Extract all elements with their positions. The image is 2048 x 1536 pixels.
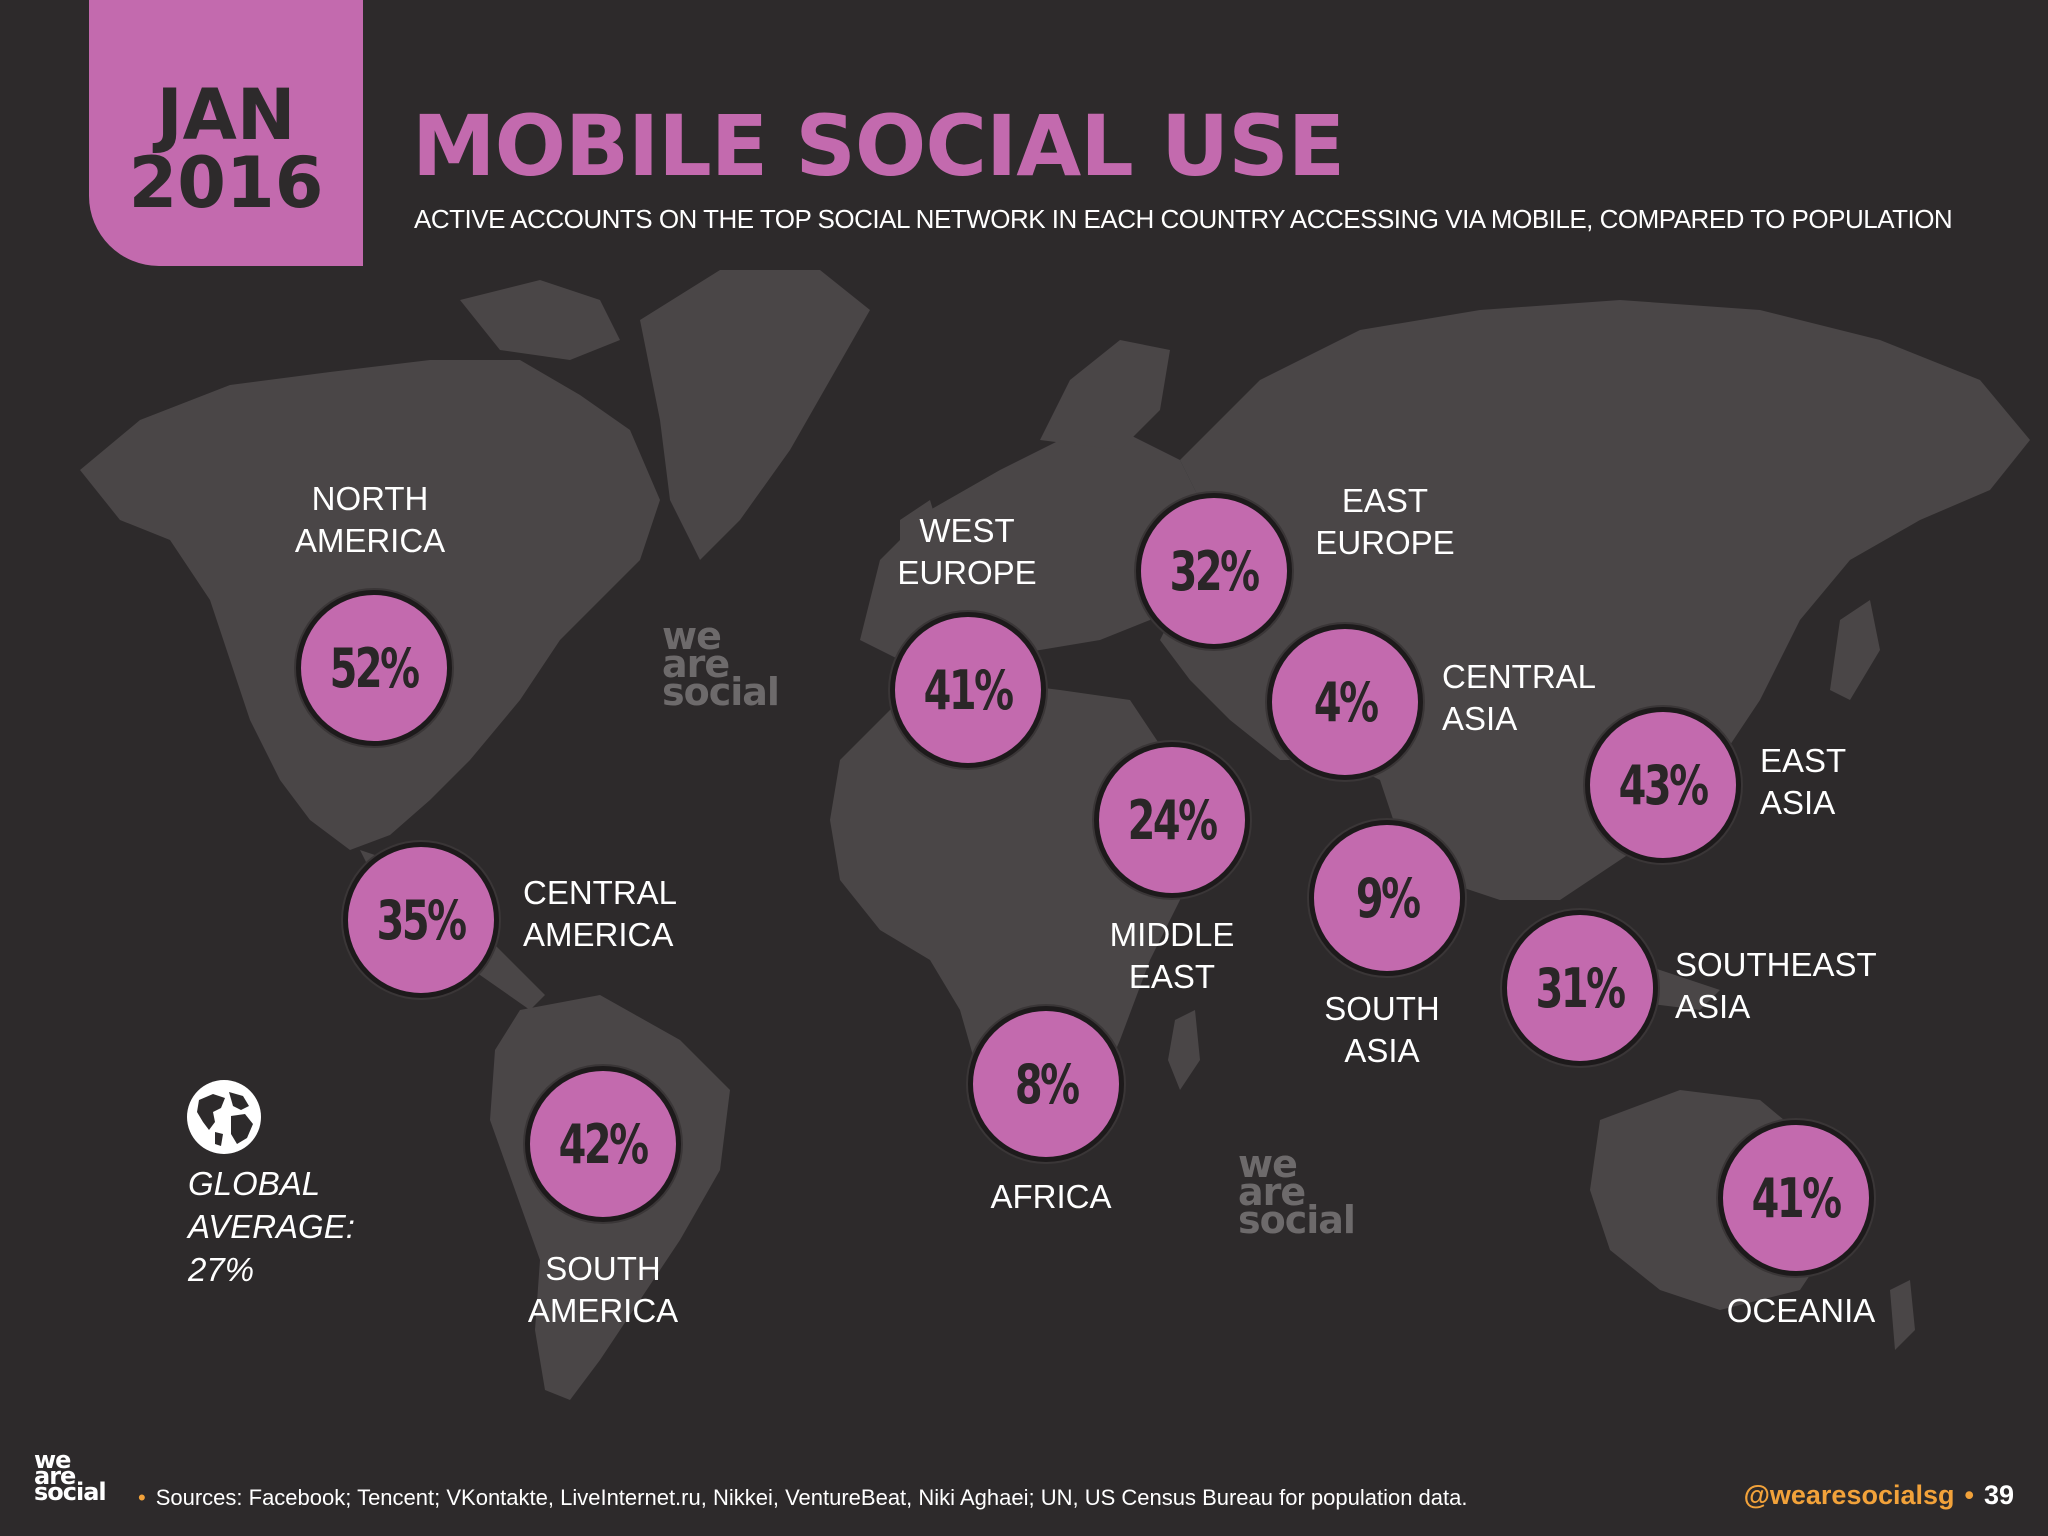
region-bubble-central-america: 35%	[343, 842, 499, 998]
region-bubble-north-america: 52%	[296, 590, 452, 746]
japan-landmass	[1830, 600, 1880, 700]
watermark-logo: we are social	[662, 614, 780, 714]
region-label-southeast-asia: SOUTHEAST ASIA	[1675, 946, 1877, 1025]
sources-bullet: •	[138, 1485, 146, 1510]
scandinavia-landmass	[1040, 340, 1170, 450]
madagascar-landmass	[1168, 1010, 1200, 1090]
sources-text: Sources: Facebook; Tencent; VKontakte, L…	[155, 1485, 1468, 1510]
page-number: 39	[1983, 1480, 2014, 1510]
watermark-logo: we are social	[1238, 1142, 1356, 1242]
region-label-west-europe: WEST EUROPE	[897, 512, 1037, 591]
region-bubble-southeast-asia: 31%	[1502, 910, 1658, 1066]
social-handle: @wearesocialsg	[1743, 1480, 1955, 1510]
date-month: JAN	[156, 74, 296, 156]
region-label-east-asia: EAST ASIA	[1760, 742, 1847, 821]
date-tab: JAN 2016	[89, 0, 363, 266]
region-label-east-europe: EAST EUROPE	[1315, 482, 1455, 561]
region-label-central-asia: CENTRAL ASIA	[1442, 658, 1597, 737]
global-average: GLOBAL AVERAGE: 27%	[188, 1165, 355, 1288]
region-bubble-oceania: 41%	[1718, 1120, 1874, 1276]
date-year: 2016	[128, 142, 324, 224]
new-zealand-landmass	[1890, 1280, 1915, 1350]
greenland-landmass	[640, 270, 870, 560]
region-bubble-east-asia: 43%	[1585, 707, 1741, 863]
region-bubble-south-asia: 9%	[1309, 820, 1465, 976]
handle-separator: •	[1964, 1480, 1974, 1510]
footer-logo: we are social	[34, 1446, 107, 1506]
region-bubble-africa: 8%	[968, 1006, 1124, 1162]
footer-handle: @wearesocialsg • 39	[1744, 1480, 2014, 1511]
region-bubble-west-europe: 41%	[890, 612, 1046, 768]
region-label-central-america: CENTRAL AMERICA	[523, 874, 678, 953]
arctic-islands	[460, 280, 620, 360]
region-label-middle-east: MIDDLE EAST	[1109, 916, 1235, 995]
page-title: MOBILE SOCIAL USE	[412, 97, 1345, 195]
globe-icon	[187, 1080, 261, 1154]
region-label-south-america: SOUTH AMERICA	[527, 1250, 679, 1329]
region-label-africa: AFRICA	[990, 1178, 1112, 1215]
page-subtitle: ACTIVE ACCOUNTS ON THE TOP SOCIAL NETWOR…	[414, 204, 1953, 234]
region-bubble-south-america: 42%	[525, 1066, 681, 1222]
region-label-north-america: NORTH AMERICA	[294, 480, 446, 559]
uk-landmass	[900, 500, 945, 590]
europe-landmass	[860, 430, 1210, 670]
region-bubble-middle-east: 24%	[1094, 742, 1250, 898]
region-bubble-central-asia: 4%	[1267, 624, 1423, 780]
sources-note: • Sources: Facebook; Tencent; VKontakte, …	[138, 1485, 1468, 1511]
region-label-south-asia: SOUTH ASIA	[1324, 990, 1440, 1069]
region-bubble-east-europe: 32%	[1136, 493, 1292, 649]
region-label-oceania: OCEANIA	[1726, 1292, 1876, 1329]
